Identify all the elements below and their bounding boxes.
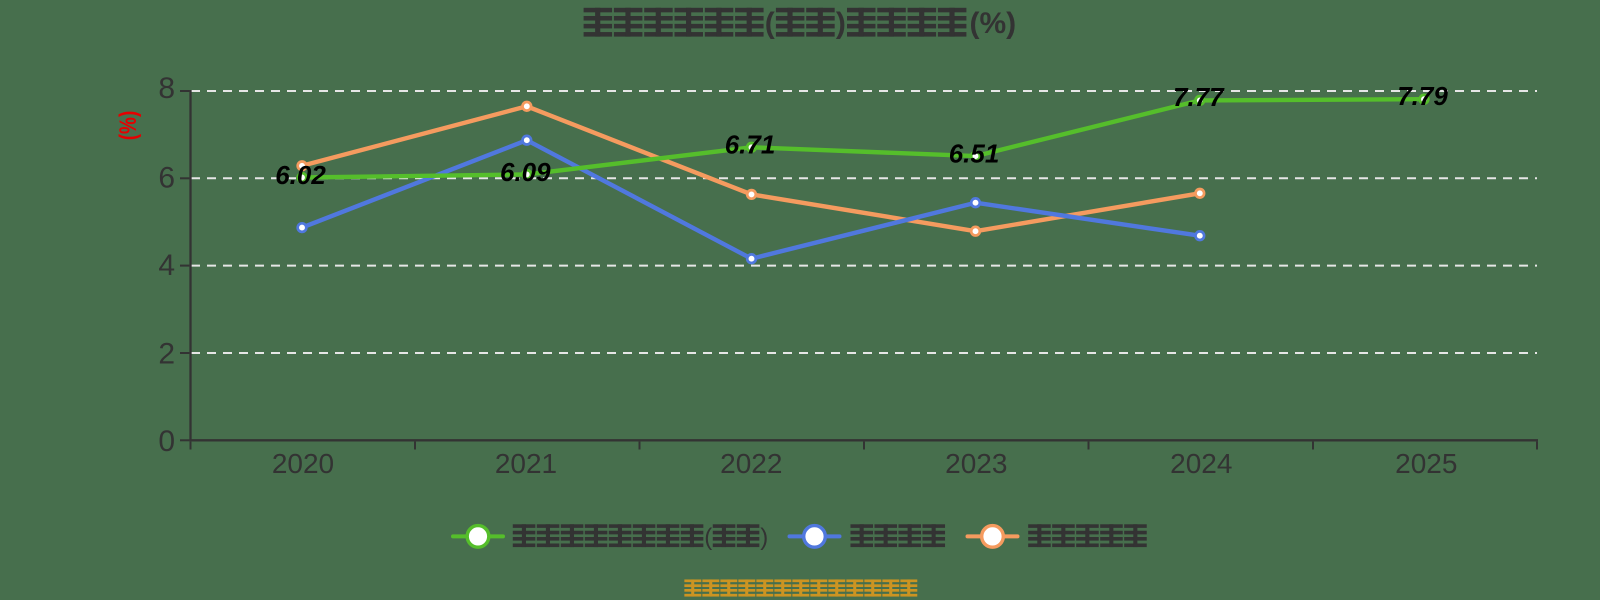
svg-text:2023: 2023: [945, 448, 1007, 479]
svg-text:2022: 2022: [720, 448, 782, 479]
svg-text:6: 6: [158, 161, 175, 194]
svg-text:(: (: [704, 524, 712, 551]
svg-text:6.51: 6.51: [949, 139, 1000, 169]
svg-text:6.09: 6.09: [500, 157, 551, 187]
svg-text:7.77: 7.77: [1173, 82, 1225, 112]
svg-text:7.79: 7.79: [1397, 81, 1448, 111]
svg-text:2020: 2020: [272, 448, 334, 479]
svg-text:): ): [760, 524, 768, 551]
svg-text:2: 2: [158, 338, 175, 371]
svg-text:(: (: [765, 7, 775, 40]
svg-text:(%): (%): [115, 111, 142, 141]
svg-text:2025: 2025: [1395, 448, 1457, 479]
svg-text:6.71: 6.71: [725, 130, 776, 160]
svg-text:6.02: 6.02: [275, 160, 326, 190]
svg-text:2024: 2024: [1170, 448, 1232, 479]
svg-text:2021: 2021: [495, 448, 557, 479]
svg-text:4: 4: [158, 249, 175, 282]
svg-text:(%): (%): [970, 7, 1017, 40]
svg-text:): ): [836, 7, 846, 40]
svg-text:8: 8: [158, 72, 175, 105]
svg-text:0: 0: [158, 425, 175, 458]
